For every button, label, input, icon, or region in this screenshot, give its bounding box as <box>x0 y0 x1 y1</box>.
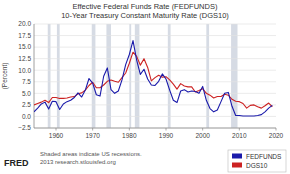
grid-line <box>34 58 276 59</box>
recession-band <box>92 24 96 128</box>
recession-band <box>135 24 140 128</box>
legend-label: DGS10 <box>246 162 268 169</box>
grid-line <box>34 81 276 82</box>
y-axis-line <box>34 24 35 128</box>
grid-line <box>34 93 276 94</box>
legend-swatch <box>232 154 242 159</box>
y-tick-label: −2.5 <box>18 124 31 131</box>
x-tick-label: 1980 <box>122 132 137 139</box>
x-tick-label: 1990 <box>159 132 174 139</box>
x-tick-label: 1970 <box>85 132 100 139</box>
legend-label: FEDFUNDS <box>246 153 282 160</box>
lines <box>34 41 272 116</box>
recession-band <box>57 24 60 128</box>
grid-line <box>34 47 276 48</box>
y-tick-label: 20.0 <box>18 20 31 27</box>
footer: 2013 research.stlouisfed.org <box>40 159 116 165</box>
series-line <box>34 41 272 116</box>
logo: FRED <box>4 158 29 168</box>
y-tick-label: 2.5 <box>22 101 31 108</box>
grid-line <box>34 128 276 129</box>
recession-band <box>129 24 131 128</box>
recession-band <box>206 24 209 128</box>
grid-line <box>34 104 276 105</box>
recessions <box>48 24 238 128</box>
x-tick-label: 2000 <box>195 132 210 139</box>
footer: Shaded areas indicate US recessions. <box>40 151 142 157</box>
y-tick-label: 12.5 <box>18 55 31 62</box>
x-tick-label: 2010 <box>232 132 247 139</box>
y-tick-label: 15.0 <box>18 43 31 50</box>
legend-frame <box>228 150 286 172</box>
y-tick-label: 7.5 <box>22 78 31 85</box>
y-tick-label: 0.0 <box>22 113 31 120</box>
y-tick-label: 10.0 <box>18 67 31 74</box>
grid-line <box>34 35 276 36</box>
y-tick-label: 17.5 <box>18 32 31 39</box>
chart: Effective Federal Funds Rate (FEDFUNDS)1… <box>0 0 290 174</box>
series-line <box>34 52 272 108</box>
x-tick-label: 1960 <box>49 132 64 139</box>
recession-band <box>168 24 171 128</box>
recession-band <box>48 24 51 128</box>
legend: FEDFUNDS DGS10 <box>228 150 286 172</box>
y-tick-label: 5.0 <box>22 90 31 97</box>
y-grid <box>34 24 276 128</box>
x-axis-line <box>34 128 276 129</box>
legend-swatch <box>232 163 242 168</box>
grid-line <box>34 70 276 71</box>
grid-line <box>34 24 276 25</box>
x-tick-label: 2020 <box>269 132 284 139</box>
y-axis-label: (Percent) <box>1 63 9 90</box>
subtitle: 10-Year Treasury Constant Maturity Rate … <box>61 11 229 20</box>
title: Effective Federal Funds Rate (FEDFUNDS) <box>73 2 218 11</box>
